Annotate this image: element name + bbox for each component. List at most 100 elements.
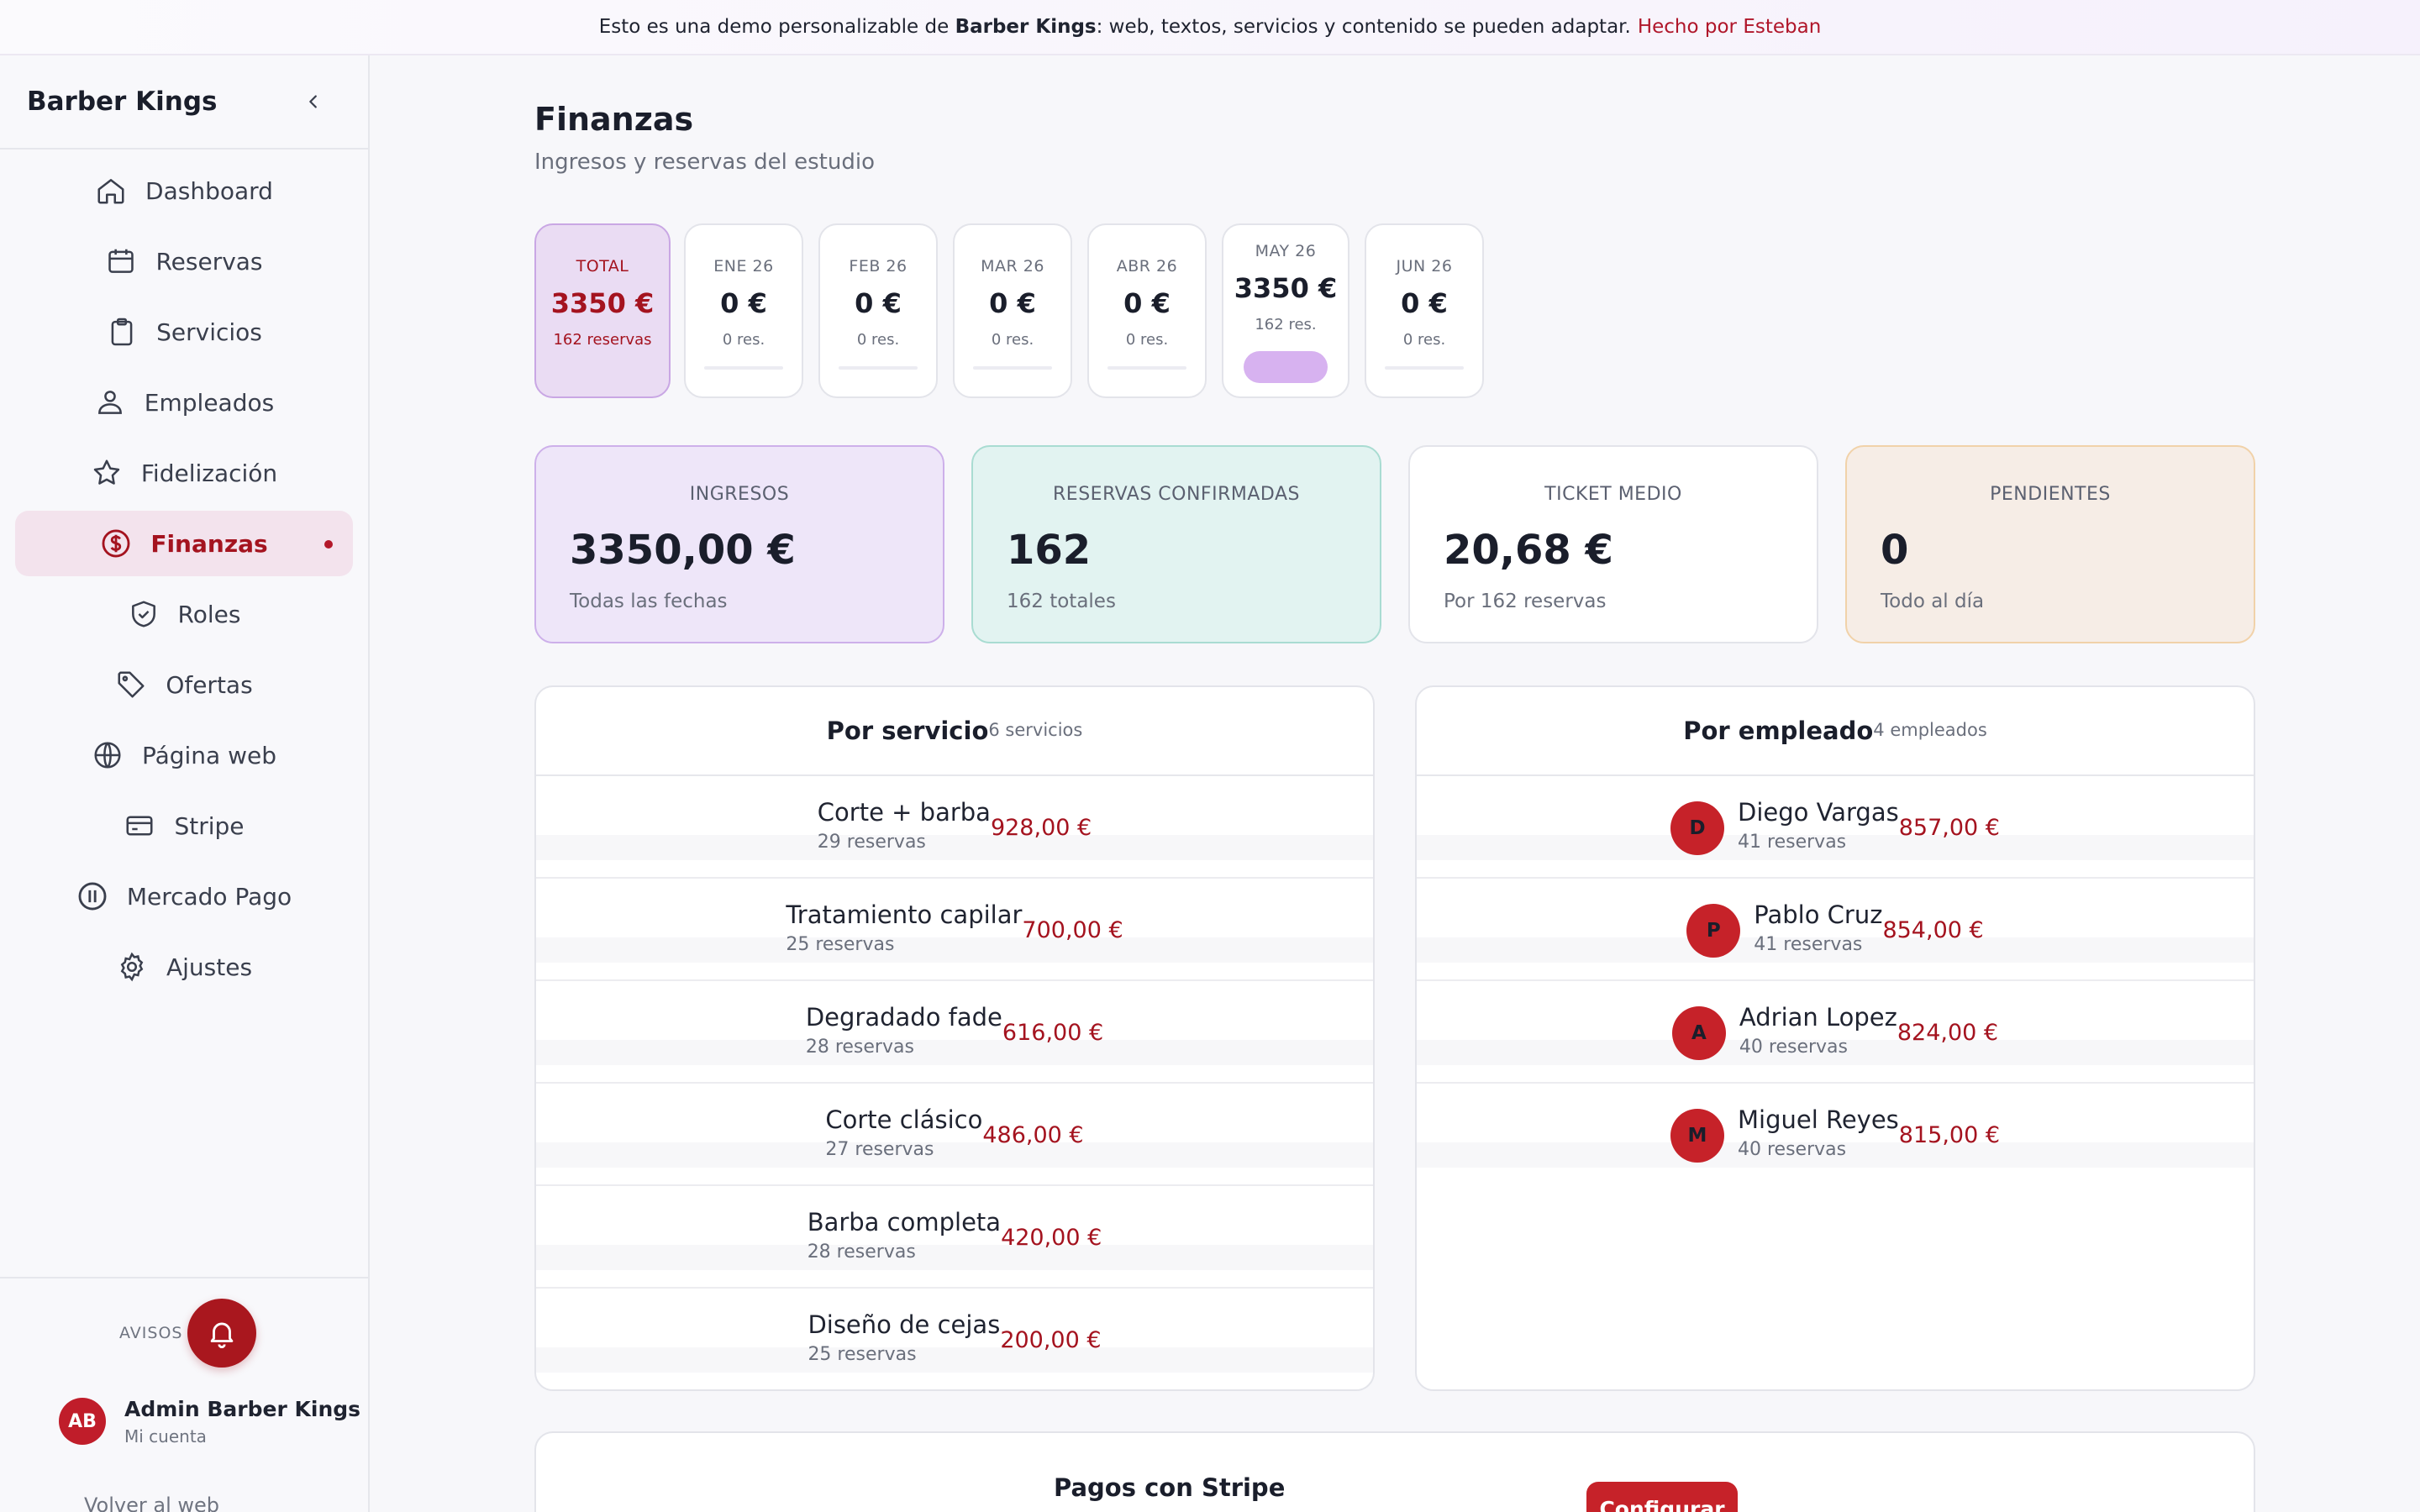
row-band [1417, 1040, 2254, 1065]
sidebar-item-fidelizacion[interactable]: Fidelización [15, 440, 353, 506]
stat-label: RESERVAS CONFIRMADAS [1053, 484, 1300, 505]
sidebar-item-pagina-web[interactable]: Página web [15, 722, 353, 788]
sidebar-item-roles[interactable]: Roles [15, 581, 353, 647]
stat-value: 20,68 € [1444, 527, 1613, 574]
panel-por-empleado: Por empleado 4 empleados D Diego Vargas 41… [1415, 685, 2255, 1391]
stripe-payments-card: Pagos con Stripe Configurar [534, 1431, 2255, 1512]
banner-prefix: Esto es una demo personalizable de [598, 16, 950, 38]
stat-sub: 162 totales [1007, 591, 1116, 612]
users-icon [97, 391, 122, 414]
tag-icon [118, 671, 145, 698]
sidebar-item-dashboard[interactable]: Dashboard [15, 158, 353, 223]
sidebar-item-ajustes[interactable]: Ajustes [15, 934, 353, 1000]
list-item: Corte + barba 29 reservas 928,00 € [536, 776, 1373, 879]
sidebar-item-mercado-pago[interactable]: Mercado Pago [15, 864, 353, 929]
row-content: P Pablo Cruz 41 reservas 854,00 € [1417, 900, 2254, 958]
sidebar-item-servicios[interactable]: Servicios [15, 299, 353, 365]
stat-sub: Todas las fechas [570, 591, 728, 612]
bell-icon [211, 1322, 234, 1348]
pill-reservations: 0 res. [722, 331, 765, 349]
month-pill-total[interactable]: TOTAL 3350 € 162 reservas [534, 223, 671, 398]
gear-icon [120, 952, 144, 982]
sidebar-brand: Barber Kings [0, 55, 368, 150]
dollar-circle-icon [102, 529, 130, 558]
credit-card-icon [126, 816, 153, 836]
pill-label: MAR 26 [981, 257, 1044, 276]
account-menu[interactable]: AB Admin Barber Kings Mi cuenta [0, 1388, 370, 1455]
banner-brand: Barber Kings [955, 16, 1097, 38]
sidebar-item-label: Reservas [155, 247, 263, 276]
sidebar-item-finanzas[interactable]: Finanzas [15, 511, 353, 576]
clipboard-icon [111, 318, 133, 346]
demo-banner: Esto es una demo personalizable de Barbe… [0, 0, 2420, 55]
pill-amount: 0 € [1401, 287, 1448, 319]
account-info: Admin Barber Kings Mi cuenta [124, 1397, 360, 1446]
service-amount: 486,00 € [982, 1122, 1084, 1148]
service-reservations: 25 reservas [808, 1344, 917, 1365]
row-text: Diego Vargas 41 reservas [1738, 798, 1899, 855]
pill-amount: 3350 € [1234, 272, 1338, 304]
month-pill-jun[interactable]: JUN 26 0 € 0 res. [1365, 223, 1484, 398]
row-content: Tratamiento capilar 25 reservas 700,00 € [536, 900, 1373, 955]
pill-reservations: 162 res. [1255, 316, 1317, 333]
pill-label: JUN 26 [1396, 257, 1453, 276]
pill-bar [839, 366, 918, 370]
service-reservations: 27 reservas [825, 1139, 934, 1160]
row-text: Miguel Reyes 40 reservas [1738, 1105, 1899, 1163]
sidebar-item-reservas[interactable]: Reservas [15, 228, 353, 294]
author-link[interactable]: Hecho por Esteban [1637, 16, 1822, 38]
month-pill-abr[interactable]: ABR 26 0 € 0 res. [1087, 223, 1207, 398]
avatar: A [1671, 1006, 1726, 1060]
pill-amount: 3350 € [550, 287, 655, 319]
service-reservations: 28 reservas [807, 1242, 916, 1263]
pill-bar [973, 366, 1052, 370]
brand-title: Barber Kings [27, 87, 218, 117]
pill-bar [1244, 351, 1328, 383]
sidebar-nav: Dashboard Reservas Servicios Empleados F… [0, 150, 368, 1000]
stat-value: 0 [1881, 527, 1909, 574]
back-to-web-link[interactable]: Volver al web [84, 1494, 220, 1512]
panel-count: 6 servicios [988, 720, 1083, 740]
sidebar-item-stripe[interactable]: Stripe [15, 793, 353, 858]
notifications-button[interactable] [187, 1299, 257, 1368]
sidebar-item-ofertas[interactable]: Ofertas [15, 652, 353, 717]
employee-reservations: 40 reservas [1737, 1139, 1847, 1160]
collapse-sidebar-button[interactable] [301, 89, 326, 114]
pill-bar [704, 366, 783, 370]
employee-amount: 824,00 € [1897, 1020, 1999, 1046]
row-band [1417, 937, 2254, 963]
row-text: Tratamiento capilar 25 reservas [786, 900, 1022, 955]
row-content: Corte clásico 27 reservas 486,00 € [536, 1105, 1373, 1160]
list-item: Degradado fade 28 reservas 616,00 € [536, 981, 1373, 1084]
stat-card-pendientes: PENDIENTES 0 Todo al día [1845, 445, 2255, 643]
sidebar-item-label: Empleados [144, 388, 275, 417]
service-amount: 200,00 € [1000, 1327, 1102, 1353]
service-reservations: 28 reservas [805, 1037, 914, 1058]
avatar: AB [59, 1398, 106, 1445]
sidebar: Barber Kings Dashboard Reservas Servicio… [0, 55, 370, 1512]
service-name: Barba completa [807, 1208, 1002, 1236]
month-pill-may[interactable]: MAY 26 3350 € 162 res. [1222, 223, 1349, 398]
star-icon [93, 459, 120, 485]
avatar: D [1670, 801, 1725, 855]
sidebar-item-label: Ajustes [166, 953, 253, 981]
list-item: D Diego Vargas 41 reservas 857,00 € [1417, 776, 2254, 879]
banner-suffix: : web, textos, servicios y contenido se … [1096, 16, 1631, 38]
month-pill-mar[interactable]: MAR 26 0 € 0 res. [953, 223, 1072, 398]
service-name: Corte + barba [817, 798, 991, 827]
shield-icon [131, 601, 155, 627]
pill-label: TOTAL [576, 257, 629, 276]
list-item: Barba completa 28 reservas 420,00 € [536, 1186, 1373, 1289]
service-name: Tratamiento capilar [786, 900, 1023, 929]
configure-stripe-button[interactable]: Configurar [1586, 1482, 1738, 1512]
employee-amount: 854,00 € [1882, 917, 1984, 943]
service-name: Diseño de cejas [808, 1310, 1001, 1339]
month-pill-ene[interactable]: ENE 26 0 € 0 res. [684, 223, 803, 398]
row-content: Corte + barba 29 reservas 928,00 € [536, 798, 1373, 853]
month-pill-feb[interactable]: FEB 26 0 € 0 res. [818, 223, 938, 398]
sidebar-item-empleados[interactable]: Empleados [15, 370, 353, 435]
employee-reservations: 41 reservas [1754, 934, 1863, 955]
sidebar-item-label: Servicios [156, 318, 262, 346]
stat-label: PENDIENTES [1990, 484, 2111, 505]
employee-name: Pablo Cruz [1754, 900, 1883, 929]
